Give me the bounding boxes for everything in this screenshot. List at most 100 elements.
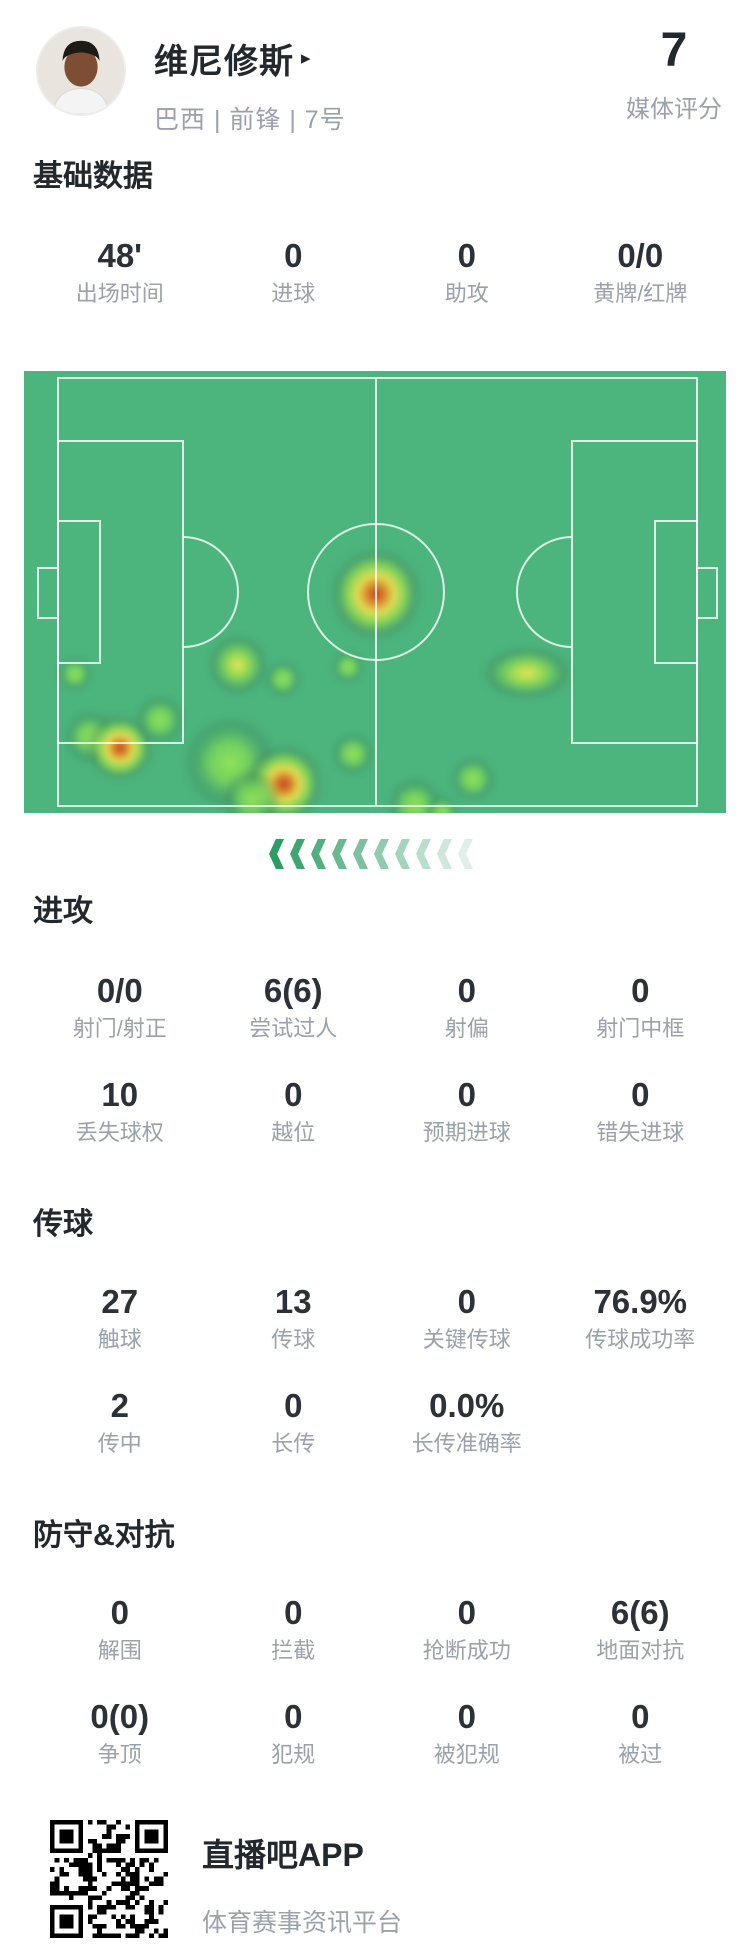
stat-label: 地面对抗 [596, 1638, 685, 1663]
stat-label: 传球 [271, 1327, 316, 1352]
stat-cell: 0 犯规 [207, 1700, 381, 1766]
stat-cell: 13 传球 [207, 1285, 381, 1351]
stat-label: 触球 [97, 1327, 142, 1352]
stat-cell: 0 解围 [33, 1596, 207, 1662]
stat-label: 传中 [97, 1431, 142, 1456]
stat-value: 0/0 [617, 237, 664, 274]
qr-code [50, 1820, 168, 1938]
media-rating: 7 媒体评分 [626, 24, 722, 124]
stat-cell: 0 预期进球 [380, 1078, 554, 1144]
stat-label: 越位 [271, 1120, 316, 1145]
rating-value: 7 [660, 24, 688, 77]
stat-cell: 0 射偏 [380, 974, 554, 1040]
stat-cell: 48' 出场时间 [33, 239, 207, 305]
stat-value: 0 [284, 1594, 303, 1631]
app-description: 体育赛事资讯平台 [202, 1909, 403, 1937]
stat-label: 拦截 [271, 1638, 316, 1663]
stat-label: 抢断成功 [422, 1638, 511, 1663]
stat-cell: 0 助攻 [380, 239, 554, 305]
stat-cell: 0.0% 长传准确率 [380, 1389, 554, 1455]
stat-value: 0 [457, 237, 476, 274]
attack-stats-row-1: 0/0 射门/射正 6(6) 尝试过人 0 射偏 0 射门中框 [33, 974, 727, 1040]
stat-value: 0 [631, 1076, 650, 1113]
app-footer: 直播吧APP 体育赛事资讯平台 [50, 1820, 750, 1939]
stat-label: 出场时间 [75, 281, 164, 306]
pitch-lines [37, 377, 718, 807]
stat-label: 助攻 [444, 281, 489, 306]
stat-label: 射门/射正 [72, 1016, 167, 1041]
stat-value: 0 [284, 1698, 303, 1735]
name-arrow-icon: ▸ [301, 48, 311, 69]
stat-value: 0 [631, 1698, 650, 1735]
section-title-passing: 传球 [33, 1208, 93, 1241]
stat-value: 0 [284, 1076, 303, 1113]
stat-label: 长传准确率 [411, 1431, 522, 1456]
stat-value: 0 [284, 1387, 303, 1424]
stat-label: 错失进球 [596, 1120, 685, 1145]
stat-label: 长传 [271, 1431, 316, 1456]
stat-label: 关键传球 [422, 1327, 511, 1352]
stat-value: 2 [110, 1387, 129, 1424]
stat-cell: 0 被犯规 [380, 1700, 554, 1766]
stat-value: 6(6) [610, 1594, 670, 1631]
stat-value: 6(6) [263, 972, 323, 1009]
stat-label: 黄牌/红牌 [593, 281, 688, 306]
stat-value: 27 [101, 1283, 139, 1320]
stat-label: 进球 [271, 281, 316, 306]
heatmap-pitch [24, 371, 726, 813]
stat-label: 传球成功率 [585, 1327, 696, 1352]
stat-value: 0 [457, 1076, 476, 1113]
stat-value: 48' [97, 237, 143, 274]
rating-label: 媒体评分 [626, 96, 722, 124]
stat-cell: 0 关键传球 [380, 1285, 554, 1351]
stat-label: 尝试过人 [249, 1016, 338, 1041]
stat-cell: 0 进球 [207, 239, 381, 305]
player-name-row[interactable]: 维尼修斯 ▸ [154, 34, 346, 83]
stat-cell: 0(0) 争顶 [33, 1700, 207, 1766]
stat-label: 被过 [618, 1742, 663, 1767]
stat-cell: 10 丢失球权 [33, 1078, 207, 1144]
stat-cell: 0 错失进球 [554, 1078, 728, 1144]
stat-label: 射偏 [444, 1016, 489, 1041]
stat-label: 被犯规 [433, 1742, 500, 1767]
stat-cell: 0 长传 [207, 1389, 381, 1455]
stat-value: 0 [457, 1594, 476, 1631]
stat-value: 13 [274, 1283, 312, 1320]
stat-label: 犯规 [271, 1742, 316, 1767]
stat-value: 10 [101, 1076, 139, 1113]
stat-value: 0 [631, 972, 650, 1009]
passing-stats-row-1: 27 触球 13 传球 0 关键传球 76.9% 传球成功率 [33, 1285, 727, 1351]
stat-cell-empty [554, 1389, 728, 1455]
app-name: 直播吧APP [202, 1837, 364, 1873]
stat-cell: 76.9% 传球成功率 [554, 1285, 728, 1351]
stat-label: 预期进球 [422, 1120, 511, 1145]
stat-value: 0/0 [96, 972, 143, 1009]
stat-cell: 6(6) 尝试过人 [207, 974, 381, 1040]
stat-value: 0(0) [90, 1698, 150, 1735]
player-avatar[interactable] [36, 26, 126, 116]
stat-label: 丢失球权 [75, 1120, 164, 1145]
stat-cell: 0/0 黄牌/红牌 [554, 239, 728, 305]
stat-label: 解围 [97, 1638, 142, 1663]
stat-cell: 0/0 射门/射正 [33, 974, 207, 1040]
player-meta: 巴西 | 前锋 | 7号 [154, 106, 346, 134]
defense-stats-row-2: 0(0) 争顶 0 犯规 0 被犯规 0 被过 [33, 1700, 727, 1766]
attack-stats-row-2: 10 丢失球权 0 越位 0 预期进球 0 错失进球 [33, 1078, 727, 1144]
stat-value: 0.0% [429, 1387, 505, 1424]
defense-stats-row-1: 0 解围 0 拦截 0 抢断成功 6(6) 地面对抗 [33, 1596, 727, 1662]
section-title-attack: 进攻 [33, 895, 93, 928]
stat-value: 0 [457, 972, 476, 1009]
stat-cell: 27 触球 [33, 1285, 207, 1351]
stat-value: 0 [457, 1283, 476, 1320]
stat-value: 0 [110, 1594, 129, 1631]
stat-value: 0 [284, 237, 303, 274]
stat-cell: 0 越位 [207, 1078, 381, 1144]
stat-value: 0 [457, 1698, 476, 1735]
player-header: 维尼修斯 ▸ 巴西 | 前锋 | 7号 7 媒体评分 [0, 0, 750, 134]
player-photo [38, 28, 124, 114]
player-name: 维尼修斯 [154, 43, 294, 81]
stat-cell: 0 被过 [554, 1700, 728, 1766]
stat-label: 射门中框 [596, 1016, 685, 1041]
passing-stats-row-2: 2 传中 0 长传 0.0% 长传准确率 [33, 1389, 727, 1455]
stat-value: 76.9% [593, 1283, 688, 1320]
